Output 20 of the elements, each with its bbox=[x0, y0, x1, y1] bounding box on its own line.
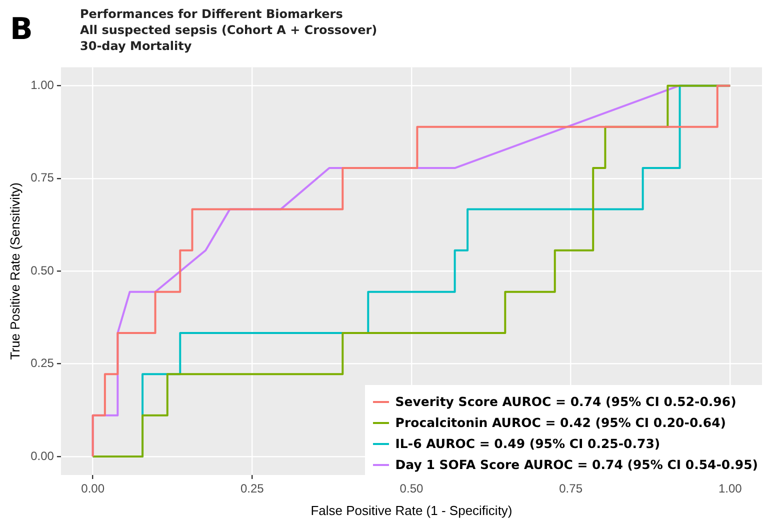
x-tick-label: 1.00 bbox=[718, 482, 742, 496]
legend-label: Procalcitonin AUROC = 0.42 (95% CI 0.20-0.64) bbox=[395, 414, 726, 432]
y-tick-label: 0.75 bbox=[30, 170, 54, 185]
y-tick-label: 0.00 bbox=[30, 448, 54, 463]
chart-subtitle: All suspected sepsis (Cohort A + Crossover) bbox=[80, 22, 378, 38]
x-tick-label: 0.00 bbox=[81, 482, 105, 496]
x-tick-label: 0.50 bbox=[400, 482, 424, 496]
x-axis-title: False Positive Rate (1 - Specificity) bbox=[310, 502, 512, 518]
legend-label: Day 1 SOFA Score AUROC = 0.74 (95% CI 0.54-0.95) bbox=[395, 456, 758, 474]
text: 30-day Mortality bbox=[80, 38, 193, 54]
y-tick-label: 0.50 bbox=[30, 263, 54, 278]
y-tick-label: 0.25 bbox=[30, 356, 54, 370]
x-tick-label: 0.25 bbox=[240, 482, 264, 496]
y-tick-label: 1.00 bbox=[30, 78, 54, 92]
chart-title: Performances for Different Biomarkers bbox=[80, 6, 344, 22]
text: B bbox=[10, 12, 33, 47]
legend-label: IL-6 AUROC = 0.49 (95% CI 0.25-0.73) bbox=[395, 435, 660, 453]
legend-label: Severity Score AUROC = 0.74 (95% CI 0.52-0.96) bbox=[395, 393, 736, 411]
y-axis-title: True Positive Rate (Sensitivity) bbox=[7, 182, 22, 360]
x-tick-label: 0.75 bbox=[559, 482, 583, 496]
